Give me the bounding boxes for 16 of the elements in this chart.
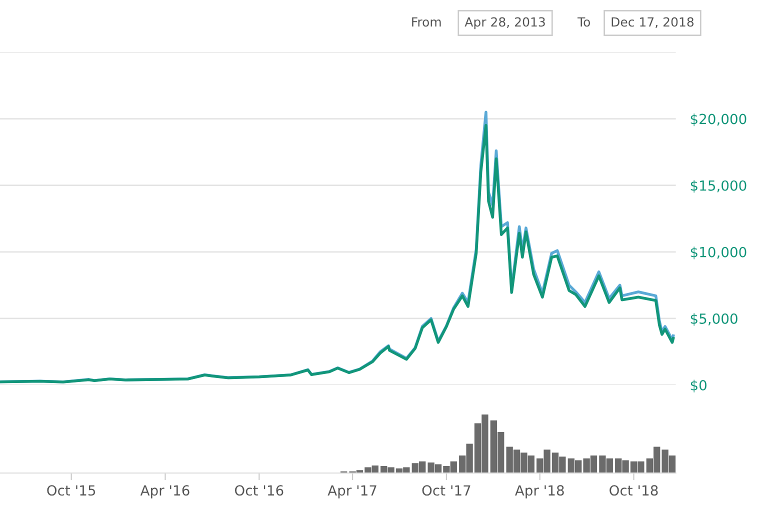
text: From bbox=[412, 17, 441, 27]
y-tick-label: $10,000 bbox=[690, 246, 746, 260]
x-tick-label: Apr '17 bbox=[328, 485, 376, 498]
y-tick-label: $0 bbox=[690, 380, 706, 392]
text: Apr 28, 2013 bbox=[464, 17, 545, 30]
y-tick-label: $5,000 bbox=[690, 313, 738, 326]
x-tick-label: Oct '17 bbox=[422, 485, 470, 496]
text: Dec 17, 2018 bbox=[612, 17, 694, 28]
text: To bbox=[578, 17, 590, 27]
y-tick-label: $20,000 bbox=[690, 114, 746, 126]
x-tick-label: Oct '16 bbox=[234, 485, 284, 496]
y-tick-label: $15,000 bbox=[690, 180, 746, 193]
x-tick-label: Oct '15 bbox=[47, 485, 96, 496]
x-tick-label: Apr '16 bbox=[140, 485, 190, 498]
x-tick-label: Apr '18 bbox=[514, 485, 564, 498]
x-tick-label: Oct '18 bbox=[610, 485, 658, 496]
